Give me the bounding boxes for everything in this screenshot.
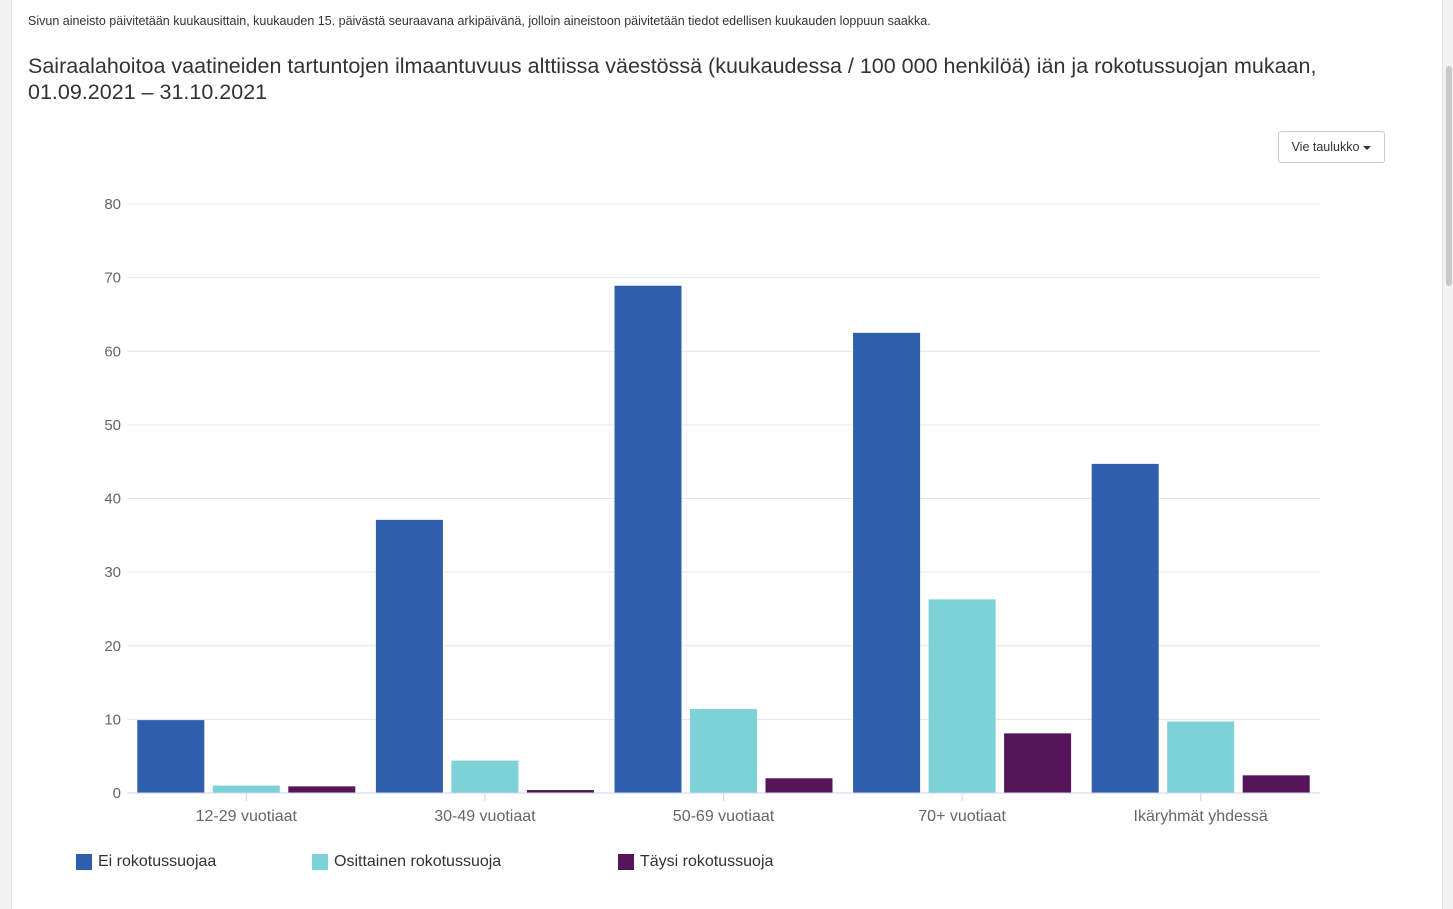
bar[interactable] [288, 786, 356, 793]
bar[interactable] [375, 519, 443, 793]
y-tick-label: 10 [104, 711, 121, 728]
bar[interactable] [137, 720, 205, 793]
bar[interactable] [212, 785, 280, 793]
bar[interactable] [928, 599, 996, 793]
x-tick-label: 30-49 vuotiaat [434, 808, 536, 825]
x-tick-label: 70+ vuotiaat [918, 808, 1006, 825]
y-tick-label: 50 [104, 417, 121, 434]
y-tick-label: 70 [104, 270, 121, 287]
scrollbar-thumb[interactable] [1446, 66, 1452, 286]
bar[interactable] [690, 709, 757, 793]
x-tick-label: Ikäryhmät yhdessä [1134, 808, 1268, 825]
legend-label: Ei rokotussuojaa [98, 853, 217, 870]
export-button-label: Vie taulukko [1291, 140, 1360, 154]
bar[interactable] [1167, 721, 1235, 793]
legend-item[interactable]: Täysi rokotussuoja [618, 853, 773, 871]
chart-title: Sairaalahoitoa vaatineiden tartuntojen i… [28, 54, 1317, 104]
legend-swatch [312, 854, 328, 870]
legend-item[interactable]: Ei rokotussuojaa [76, 853, 312, 871]
bar[interactable] [1091, 463, 1159, 793]
x-tick-label: 50-69 vuotiaat [673, 808, 775, 825]
y-tick-label: 80 [104, 196, 121, 213]
y-tick-label: 30 [104, 564, 121, 581]
legend-label: Täysi rokotussuoja [640, 853, 774, 870]
chart-legend: Ei rokotussuojaa Osittainen rokotussuoja T… [76, 853, 773, 871]
caret-down-icon [1363, 145, 1372, 150]
legend-item[interactable]: Osittainen rokotussuoja [312, 853, 618, 871]
y-tick-label: 20 [104, 638, 121, 655]
y-tick-label: 0 [113, 785, 121, 802]
legend-swatch [618, 854, 634, 870]
y-tick-label: 60 [104, 343, 121, 360]
bar[interactable] [526, 790, 594, 793]
bar[interactable] [1242, 775, 1310, 793]
export-table-button[interactable]: Vie taulukko [1278, 131, 1385, 163]
bar-chart: 0 10 20 30 40 50 60 70 80 12-29 vuotiaat 30-49 vuo… [104, 196, 1320, 825]
legend-swatch [76, 854, 92, 870]
x-tick-label: 12-29 vuotiaat [196, 808, 298, 825]
left-gutter [0, 0, 12, 909]
bar[interactable] [451, 760, 519, 793]
scrollbar-track[interactable] [1442, 0, 1453, 909]
legend-label: Osittainen rokotussuoja [334, 853, 502, 870]
bar[interactable] [614, 285, 682, 793]
update-note: Sivun aineisto päivitetään kuukausittain… [28, 14, 931, 28]
y-tick-label: 40 [104, 491, 121, 508]
bar[interactable] [765, 778, 833, 793]
bar[interactable] [853, 332, 921, 793]
bar[interactable] [1004, 733, 1072, 793]
